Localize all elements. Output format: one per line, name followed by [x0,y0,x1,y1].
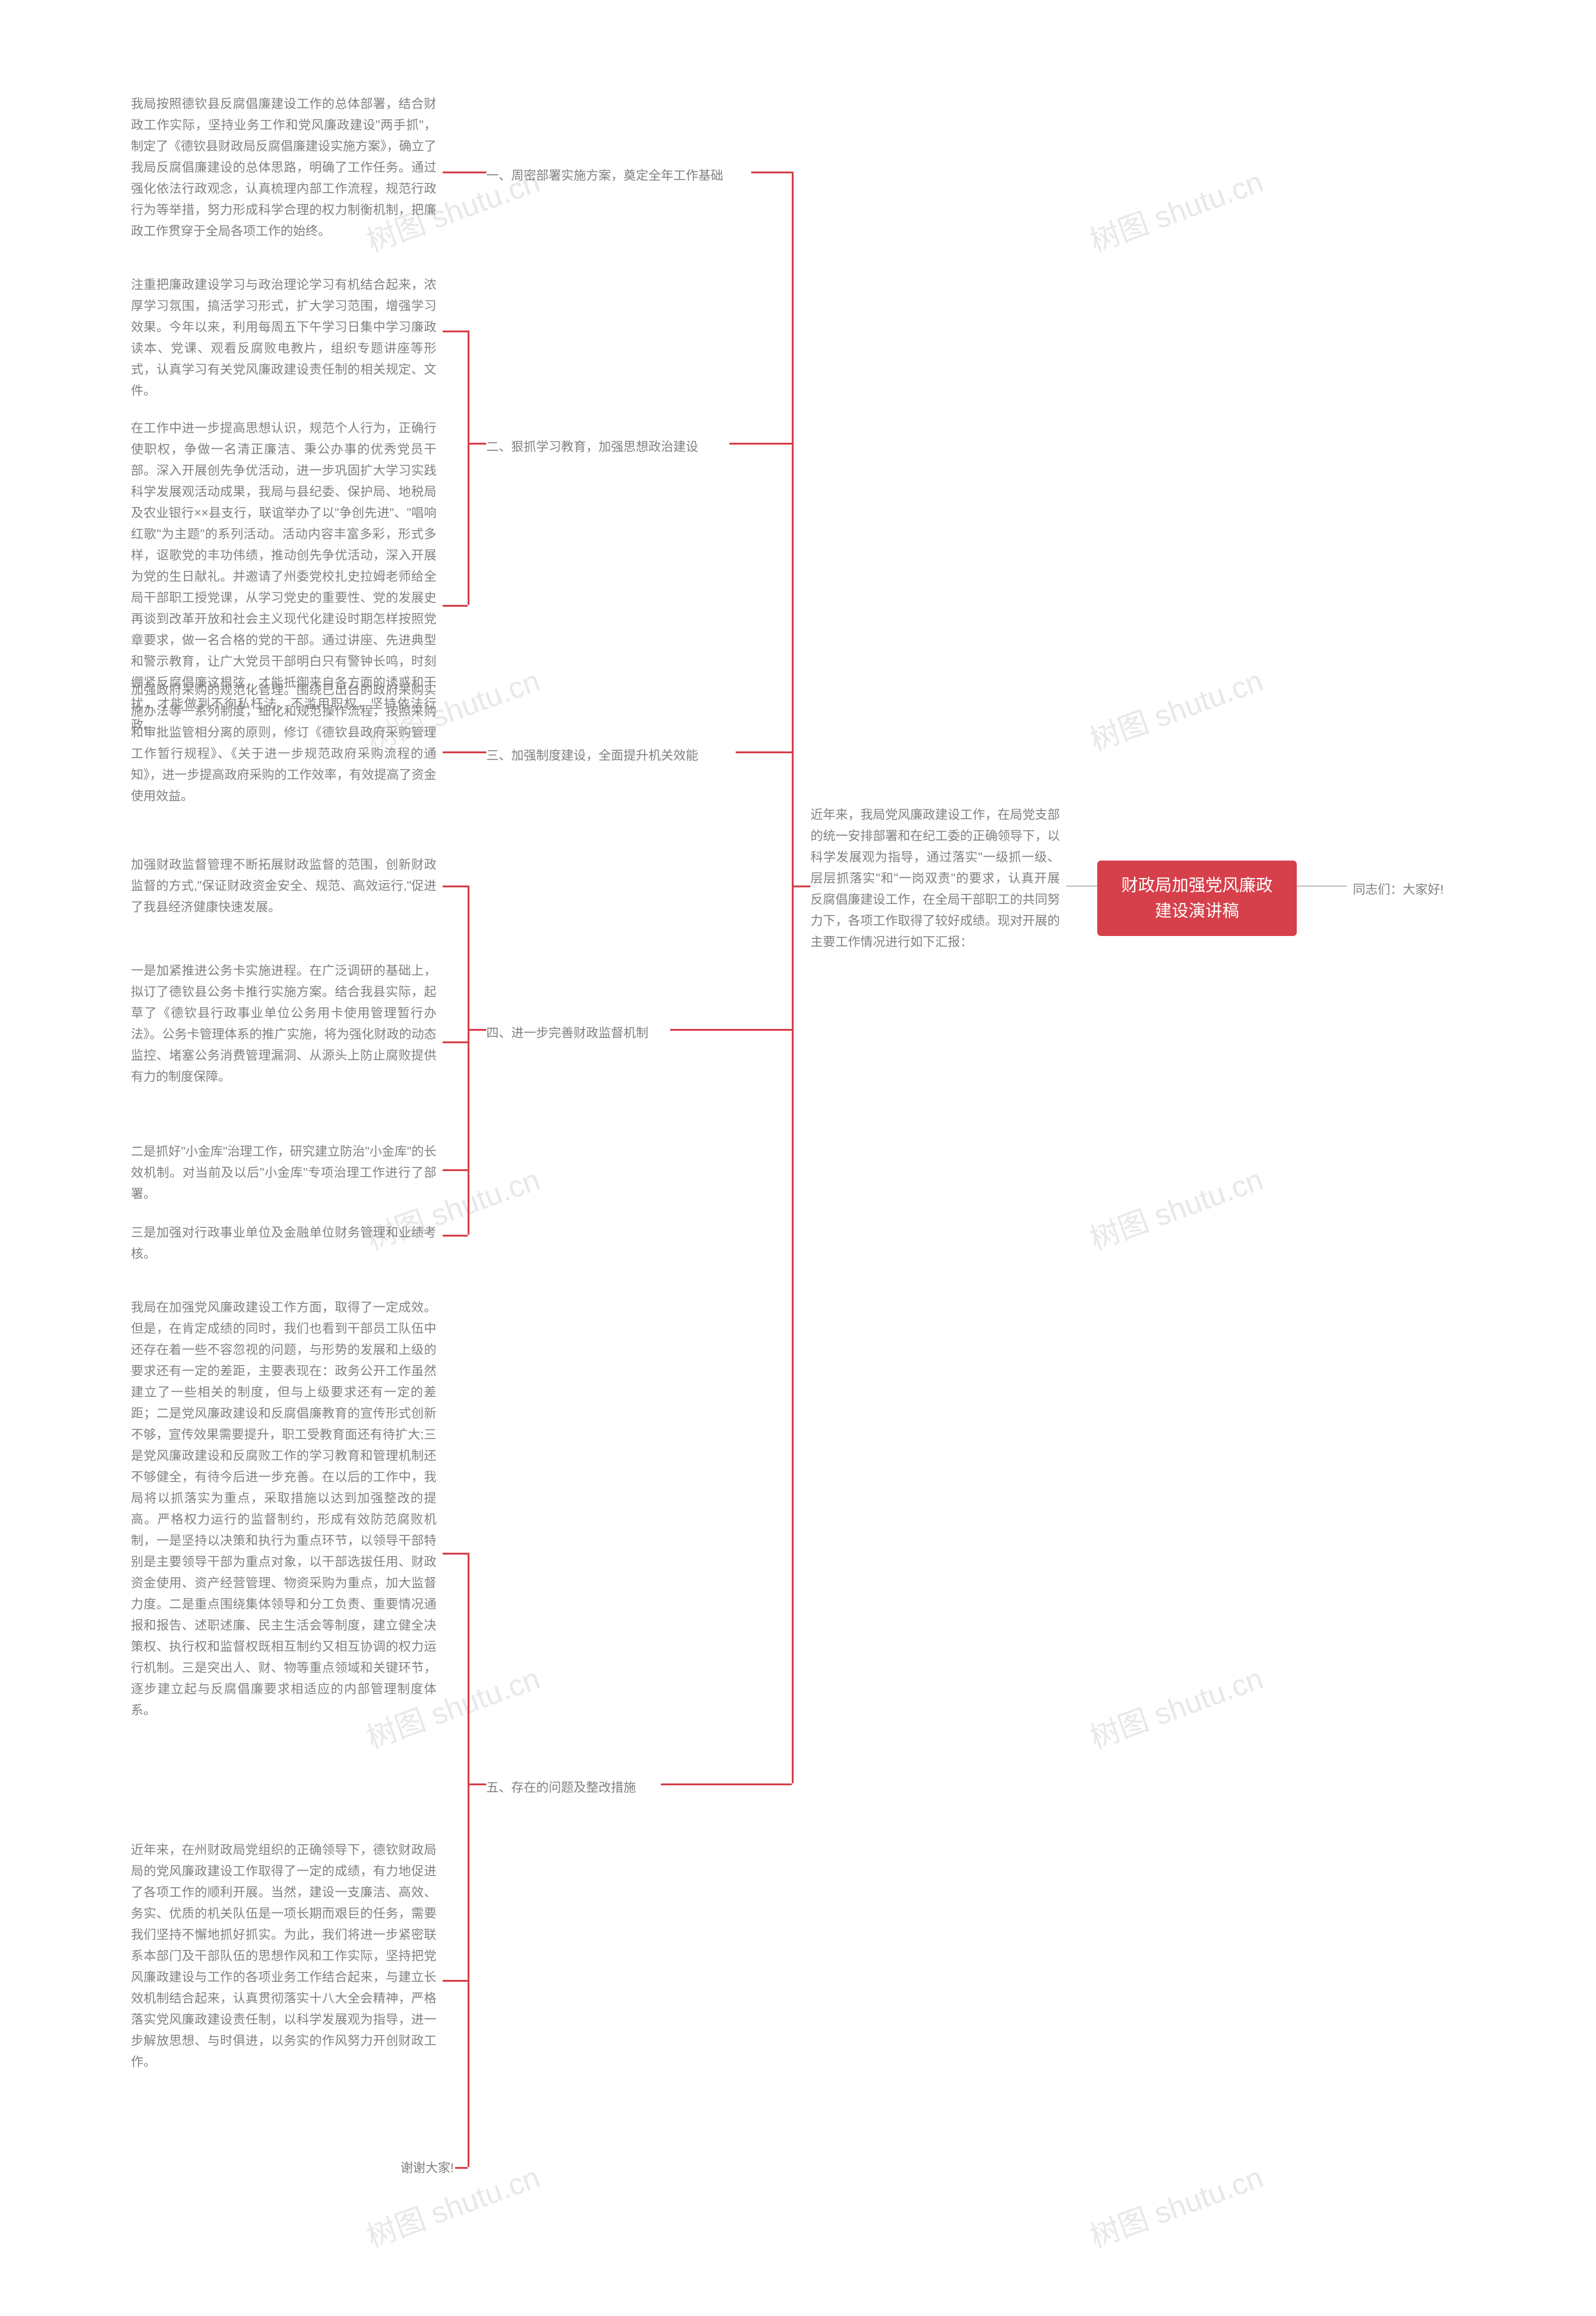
section-5-leaf-1: 近年来，在州财政局党组织的正确领导下，德钦财政局局的党风廉政建设工作取得了一定的… [131,1840,436,2073]
section-2-label: 二、狠抓学习教育，加强思想政治建设 [486,437,698,455]
watermark: 树图 shutu.cn [1083,2153,1268,2256]
watermark: 树图 shutu.cn [1083,157,1268,260]
greeting-text: 同志们：大家好! [1353,883,1444,897]
leaf-4-2: 二是抓好"小金库"治理工作，研究建立防治"小金库"的长效机制。对当前及以后"小金… [131,1145,436,1201]
section-2-title: 二、狠抓学习教育，加强思想政治建设 [486,440,698,454]
section-1-title: 一、周密部署实施方案，奠定全年工作基础 [486,169,723,183]
section-4-leaf-3: 三是加强对行政事业单位及金融单位财务管理和业绩考核。 [131,1222,436,1265]
section-3-label: 三、加强制度建设，全面提升机关效能 [486,745,698,763]
leaf-2-0: 注重把廉政建设学习与政治理论学习有机结合起来，浓厚学习氛围，搞活学习形式，扩大学… [131,278,436,398]
leaf-3-0: 加强政府采购的规范化管理。围绕已出台的政府采购实施办法等一系列制度，细化和规范操… [131,683,436,803]
section-5-title: 五、存在的问题及整改措施 [486,1781,636,1795]
root-title: 财政局加强党风廉政建设演讲稿 [1122,876,1273,920]
section-4-leaf-1: 一是加紧推进公务卡实施进程。在广泛调研的基础上，拟订了德钦县公务卡推行实施方案。… [131,960,436,1088]
section-4-leaf-2: 二是抓好"小金库"治理工作，研究建立防治"小金库"的长效机制。对当前及以后"小金… [131,1141,436,1205]
leaf-5-2: 谢谢大家! [400,2161,454,2175]
intro-text: 近年来，我局党风廉政建设工作，在局党支部的统一安排部署和在纪工委的正确领导下，以… [810,804,1060,953]
right-branch-label: 同志们：大家好! [1353,879,1444,897]
section-4-label: 四、进一步完善财政监督机制 [486,1023,648,1041]
section-2-leaf-0: 注重把廉政建设学习与政治理论学习有机结合起来，浓厚学习氛围，搞活学习形式，扩大学… [131,274,436,402]
leaf-4-1: 一是加紧推进公务卡实施进程。在广泛调研的基础上，拟订了德钦县公务卡推行实施方案。… [131,964,436,1084]
leaf-4-0: 加强财政监督管理不断拓展财政监督的范围，创新财政监督的方式,"保证财政资金安全、… [131,858,436,914]
watermark: 树图 shutu.cn [1083,1155,1268,1258]
leaf-5-0: 我局在加强党风廉政建设工作方面，取得了一定成效。但是，在肯定成绩的同时，我们也看… [131,1301,436,1717]
watermark: 树图 shutu.cn [1083,1654,1268,1757]
intro-content: 近年来，我局党风廉政建设工作，在局党支部的统一安排部署和在纪工委的正确领导下，以… [810,808,1060,949]
watermark: 树图 shutu.cn [1083,656,1268,759]
section-5-label: 五、存在的问题及整改措施 [486,1777,636,1795]
leaf-5-1: 近年来，在州财政局党组织的正确领导下，德钦财政局局的党风廉政建设工作取得了一定的… [131,1843,436,2069]
section-4-leaf-0: 加强财政监督管理不断拓展财政监督的范围，创新财政监督的方式,"保证财政资金安全、… [131,854,436,918]
section-1-label: 一、周密部署实施方案，奠定全年工作基础 [486,165,723,183]
section-1-leaf-0: 我局按照德钦县反腐倡廉建设工作的总体部署，结合财政工作实际，坚持业务工作和党风廉… [131,94,436,242]
section-5-leaf-0: 我局在加强党风廉政建设工作方面，取得了一定成效。但是，在肯定成绩的同时，我们也看… [131,1297,436,1721]
section-5-leaf-2: 谢谢大家! [379,2158,454,2179]
root-node: 财政局加强党风廉政建设演讲稿 [1097,861,1297,936]
section-4-title: 四、进一步完善财政监督机制 [486,1026,648,1040]
section-3-title: 三、加强制度建设，全面提升机关效能 [486,749,698,763]
leaf-1-0: 我局按照德钦县反腐倡廉建设工作的总体部署，结合财政工作实际，坚持业务工作和党风廉… [131,97,436,238]
leaf-4-3: 三是加强对行政事业单位及金融单位财务管理和业绩考核。 [131,1226,436,1261]
section-3-leaf-0: 加强政府采购的规范化管理。围绕已出台的政府采购实施办法等一系列制度，细化和规范操… [131,680,436,807]
